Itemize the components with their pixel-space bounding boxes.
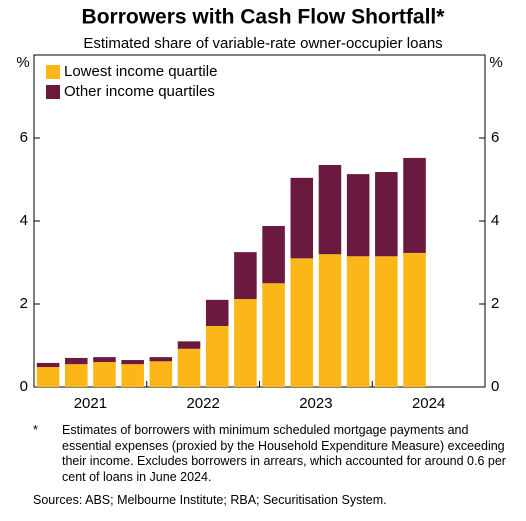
footnote-marker: * [33, 423, 38, 437]
bar-segment [290, 258, 314, 387]
bar-segment [36, 362, 60, 368]
bar-segment [403, 157, 426, 253]
chart-subtitle: Estimated share of variable-rate owner-o… [83, 35, 442, 52]
x-tick-label: 2023 [299, 395, 332, 410]
bar-segment [93, 362, 116, 387]
bar-segment [177, 341, 201, 349]
y-tick-label-right: 0 [491, 378, 499, 395]
y-unit-right: % [489, 54, 502, 71]
bar-segment [65, 364, 88, 387]
bar-segment [36, 367, 60, 387]
bar-segment [149, 357, 173, 362]
y-tick-label-right: 2 [491, 295, 499, 312]
bar-segment [262, 283, 285, 387]
sources: Sources: ABS; Melbourne Institute; RBA; … [33, 493, 387, 507]
bar-segment [177, 348, 201, 387]
bar-segment [149, 361, 173, 387]
bar-segment [290, 177, 314, 259]
bar-segment [318, 254, 342, 387]
x-tick-label: 2024 [412, 395, 445, 410]
y-tick-label: 4 [20, 212, 28, 229]
bar-segment [234, 252, 257, 300]
x-tick-label: 2022 [186, 395, 219, 410]
bar-segment [346, 174, 370, 257]
bar-segment [121, 360, 144, 365]
y-tick-label: 0 [20, 378, 28, 395]
y-tick-label: 2 [20, 295, 28, 312]
bar-segment [93, 357, 116, 363]
bar-segment [65, 357, 88, 365]
bar-segment [205, 299, 229, 326]
bar-segment [375, 172, 398, 257]
y-tick-label-right: 4 [491, 212, 499, 229]
bar-segment [375, 256, 398, 387]
legend-swatch [46, 65, 60, 79]
bar-segment [346, 256, 370, 387]
legend-label: Lowest income quartile [64, 63, 217, 80]
chart-title: Borrowers with Cash Flow Shortfall* [82, 6, 446, 29]
y-tick-label: 6 [20, 129, 28, 146]
y-unit-left: % [16, 54, 29, 71]
bar-segment [234, 299, 257, 387]
bar-segment [403, 252, 426, 387]
bar-segment [262, 225, 285, 284]
bar-segment [318, 164, 342, 255]
bar-segment [121, 364, 144, 387]
footnote: Estimates of borrowers with minimum sche… [62, 423, 506, 484]
legend-label: Other income quartiles [64, 83, 215, 100]
x-tick-label: 2021 [74, 395, 107, 410]
chart: Borrowers with Cash Flow Shortfall* Esti… [16, 6, 502, 410]
y-tick-label-right: 6 [491, 129, 499, 146]
legend-swatch [46, 85, 60, 99]
bar-segment [205, 325, 229, 387]
